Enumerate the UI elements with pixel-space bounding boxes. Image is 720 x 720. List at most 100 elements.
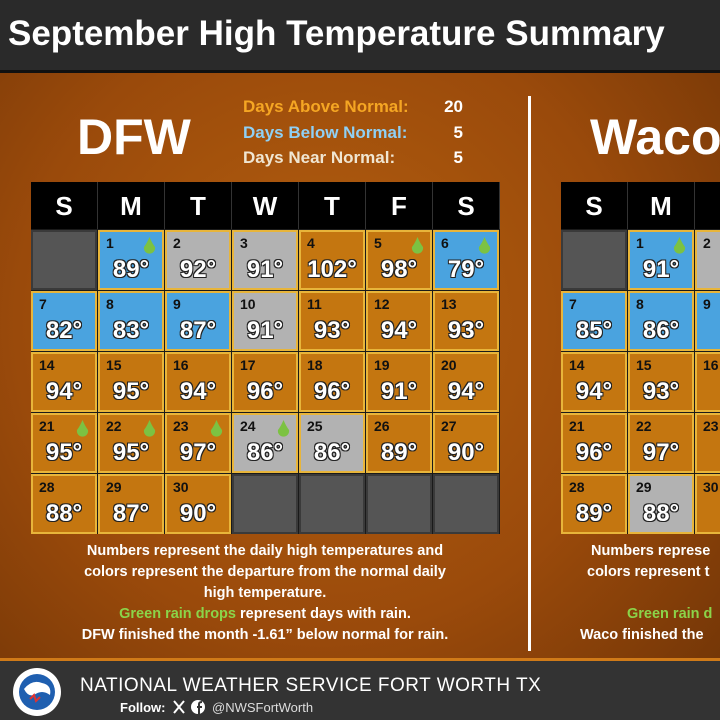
day-cell: 7 85°: [561, 291, 627, 351]
temperature: 96°: [246, 378, 284, 405]
date: 30: [703, 479, 719, 495]
temperature: 95°: [112, 439, 150, 466]
stat-label: Days Near Normal:: [243, 148, 396, 167]
notes: Numbers represent the daily high tempera…: [30, 541, 500, 646]
note-highlight: Green rain drops: [119, 606, 236, 622]
date: 30: [173, 479, 189, 495]
empty-cell: [232, 474, 298, 534]
day-cell: 14 94°: [561, 352, 627, 412]
date: 18: [307, 357, 323, 373]
temperature: 93°: [313, 317, 351, 344]
date: 2: [703, 235, 711, 251]
social-icons: [173, 700, 205, 714]
rain-drop: [210, 420, 223, 437]
day-cell: 17 96°: [232, 352, 298, 412]
day-cell: 8 83°: [98, 291, 164, 351]
temperature: 98°: [380, 256, 418, 283]
temperature: 88°: [642, 500, 680, 527]
day-cell: 19 91°: [366, 352, 432, 412]
temperature: 9: [697, 256, 720, 284]
temperature: 95°: [112, 378, 150, 405]
day-cell: 23 97°: [165, 413, 231, 473]
calendar: SMT191°29785°886°981494°1593°1692196°229…: [561, 182, 720, 534]
footer: NATIONAL WEATHER SERVICE FORT WORTH TX F…: [0, 658, 720, 720]
weekday: M: [628, 182, 695, 229]
temperature: 87°: [179, 317, 217, 344]
panel-name: DFW: [77, 109, 191, 165]
rain-drop: [277, 420, 290, 437]
date: 9: [173, 296, 181, 312]
temperature: 9: [697, 378, 720, 406]
weekday: T: [695, 182, 720, 229]
note-line: colors represent the departure from the …: [84, 564, 446, 580]
stat-value: 5: [453, 122, 463, 142]
date: 21: [39, 418, 55, 434]
date: 23: [703, 418, 719, 434]
date: 13: [441, 296, 457, 312]
empty-cell: [561, 230, 627, 290]
follow-label: Follow:: [120, 700, 166, 715]
day-cell: 26 89°: [366, 413, 432, 473]
date: 9: [703, 296, 711, 312]
date: 27: [441, 418, 457, 434]
rain-drop-shape: [76, 420, 89, 437]
day-cell: 8 86°: [628, 291, 694, 351]
temperature: 95°: [45, 439, 83, 466]
temperature: 8: [697, 317, 720, 345]
date: 22: [106, 418, 122, 434]
day-cell: 27 90°: [433, 413, 499, 473]
day-cell: 10 91°: [232, 291, 298, 351]
temperature: 9: [697, 500, 720, 528]
day-cell: 29 88°: [628, 474, 694, 534]
note-line: colors represent t: [587, 564, 710, 580]
temperature: 89°: [380, 439, 418, 466]
temperature: 94°: [380, 317, 418, 344]
day-cell: 98: [695, 291, 720, 351]
weekday: S: [433, 182, 500, 229]
day-cell: 4 102°: [299, 230, 365, 290]
day-cell: 7 82°: [31, 291, 97, 351]
temperature: 93°: [642, 378, 680, 405]
date: 7: [569, 296, 577, 312]
day-cell: 13 93°: [433, 291, 499, 351]
date: 19: [374, 357, 390, 373]
day-cell: 20 94°: [433, 352, 499, 412]
date: 22: [636, 418, 652, 434]
temperature: 90°: [447, 439, 485, 466]
temperature: 91°: [380, 378, 418, 405]
date: 10: [240, 296, 256, 312]
temperature: 90°: [179, 500, 217, 527]
day-cell: 3 91°: [232, 230, 298, 290]
date: 28: [39, 479, 55, 495]
temperature: 97°: [642, 439, 680, 466]
temperature: 85°: [575, 317, 613, 344]
day-cell: 239: [695, 413, 720, 473]
rain-drop-shape: [673, 237, 686, 254]
day-cell: 24 86°: [232, 413, 298, 473]
date: 12: [374, 296, 390, 312]
temperature: 96°: [313, 378, 351, 405]
empty-cell: [299, 474, 365, 534]
day-cell: 1 89°: [98, 230, 164, 290]
stat-value: 5: [453, 148, 463, 167]
weekday: T: [299, 182, 366, 229]
day-cell: 18 96°: [299, 352, 365, 412]
day-cell: 16 94°: [165, 352, 231, 412]
date: 4: [307, 235, 315, 251]
date: 2: [173, 235, 181, 251]
date: 17: [240, 357, 256, 373]
date: 8: [636, 296, 644, 312]
note-highlight: Green rain d: [627, 606, 713, 622]
temperature: 92°: [179, 256, 217, 283]
weekday: M: [98, 182, 165, 229]
stat-row: Days Near Normal: 5: [243, 148, 463, 168]
temperature: 94°: [575, 378, 613, 405]
day-cell: 25 86°: [299, 413, 365, 473]
temperature: 79°: [447, 256, 485, 283]
empty-cell: [433, 474, 499, 534]
divider: [528, 96, 531, 651]
nws-logo: [13, 668, 61, 716]
panel-name: Waco: [590, 109, 720, 165]
date: 23: [173, 418, 189, 434]
title-bar: September High Temperature Summary: [0, 0, 720, 73]
